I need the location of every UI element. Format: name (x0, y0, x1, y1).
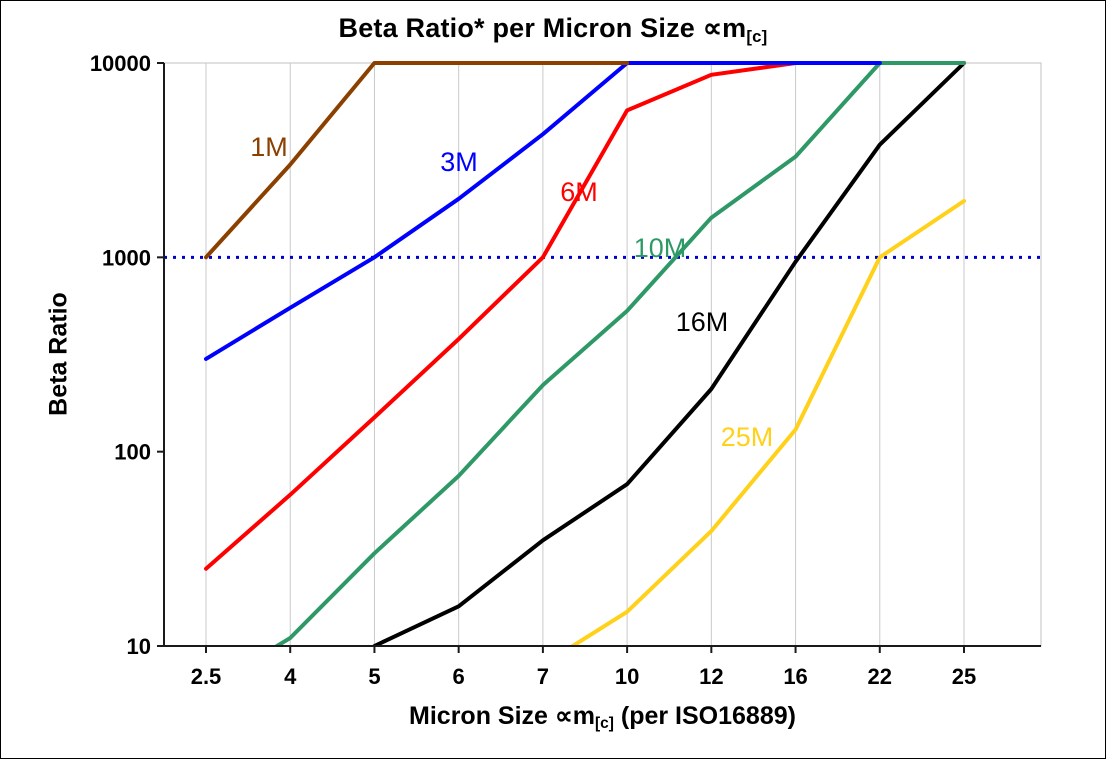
series-line-1m (204, 61, 630, 260)
x-tick-label: 6 (453, 664, 465, 689)
x-tick-label: 25 (952, 664, 976, 689)
series-label-25m: 25M (721, 422, 774, 452)
chart-title-text: Beta Ratio* per Micron Size ∝m (338, 13, 747, 43)
x-tick-label: 22 (868, 664, 892, 689)
x-tick-label: 10 (615, 664, 639, 689)
y-tick-label: 100 (114, 440, 151, 465)
series-line-10m (273, 61, 966, 646)
y-tick-label: 10000 (90, 51, 151, 76)
series-label-10m: 10M (634, 233, 687, 263)
x-axis-label: Micron Size ∝m[c] (per ISO16889) (164, 701, 1041, 733)
x-axis-label-subscript: [c] (594, 715, 614, 733)
x-tick-label: 2.5 (191, 664, 222, 689)
y-tick-label: 1000 (102, 245, 151, 270)
chart-title-subscript: [c] (746, 26, 768, 46)
series-line-25m (569, 199, 966, 646)
x-axis-label-post: (per ISO16889) (613, 702, 796, 730)
x-tick-label: 5 (368, 664, 380, 689)
x-tick-label: 7 (537, 664, 549, 689)
x-tick-label: 4 (284, 664, 297, 689)
series-label-6m: 6M (560, 177, 598, 207)
series-line-16m (372, 61, 966, 646)
x-tick-label: 12 (699, 664, 723, 689)
series-line-3m (204, 61, 882, 361)
chart-title: Beta Ratio* per Micron Size ∝m[c] (1, 13, 1105, 46)
x-axis-label-pre: Micron Size ∝m (409, 702, 595, 730)
series-label-3m: 3M (440, 147, 478, 177)
y-tick-label: 10 (127, 634, 151, 659)
series-label-16m: 16M (676, 307, 729, 337)
series-label-1m: 1M (250, 132, 288, 162)
x-tick-label: 16 (783, 664, 807, 689)
